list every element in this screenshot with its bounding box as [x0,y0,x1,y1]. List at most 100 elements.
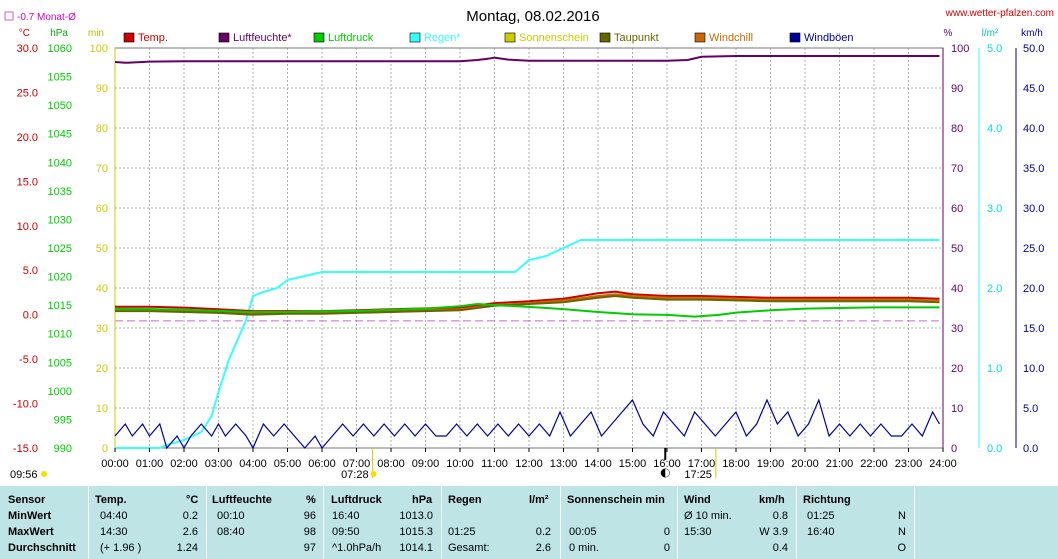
table-cell-temp-time: 04:40 [100,510,128,522]
sunshine-tick: 80 [96,123,108,135]
temp-tick: -10.0 [13,399,38,411]
table-cell-sun-time: 00:05 [569,526,597,538]
legend-swatch [694,32,706,43]
hdr-temp: Temp. [95,494,127,506]
pressure-tick: 1010 [48,329,72,341]
sunshine-tick: 70 [96,163,108,175]
table-cell-wind-val: W 3.9 [759,526,788,538]
sunset-label: 17:25 [684,469,712,481]
x-tick-label: 09:00 [412,458,440,470]
temp-tick: -5.0 [19,354,38,366]
hdr-sensor: Sensor [8,494,46,506]
table-cell-sun-val: 0 [663,542,670,554]
table-cell-press-time: 09:50 [332,526,360,538]
legend-label: Taupunkt [614,32,659,44]
table-cell-hum-val: 97 [303,542,316,554]
temp-tick: 0.0 [23,310,38,322]
wind-tick: 30.0 [1023,203,1044,215]
unit-temp: °C [19,28,30,39]
sunshine-tick: 20 [96,363,108,375]
sunshine-tick: 90 [96,83,108,95]
x-tick-label: 07:00 [343,458,371,470]
temp-tick: 25.0 [17,87,38,99]
source-label: www.wetter-pfalzen.com [945,8,1054,19]
wind-tick: 25.0 [1023,243,1044,255]
x-tick-label: 21:00 [826,458,854,470]
unit-percent: % [944,28,953,39]
x-tick-label: 20:00 [791,458,819,470]
legend-label: Temp. [138,32,168,44]
table-cell-label: Durchschnitt [8,542,76,554]
temp-tick: 10.0 [17,221,38,233]
table-cell-dir-val: N [898,526,906,538]
series-line [114,302,940,318]
temp-tick: 15.0 [17,176,38,188]
table-cell-press-time: 16:40 [332,510,360,522]
x-tick-label: 19:00 [757,458,785,470]
sun-icon [370,471,377,477]
x-tick-label: 05:00 [274,458,302,470]
wind-tick: 0.0 [1023,443,1038,455]
wind-tick: 5.0 [1023,403,1038,415]
sun-icon [41,471,47,477]
x-tick-label: 11:00 [481,458,508,470]
table-cell-wind-val: 0.4 [772,542,788,554]
table-cell-temp-val: 1.24 [176,542,198,554]
axes: 30.0 25.0 20.0 15.0 10.0 5.0 0.0 -5.0 -10.0 -15.0… [13,43,1045,455]
rain-tick: 3.0 [987,203,1002,215]
pressure-tick: 995 [54,414,72,426]
rain-tick: 0.0 [987,443,1002,455]
sunrise-label: 07:28 [341,469,369,481]
x-tick-label: 22:00 [860,458,888,470]
humidity-tick: 50 [951,243,963,255]
pressure-tick: 1000 [48,386,72,398]
table-cell-rain-time: Gesamt: [448,542,490,554]
x-tick-label: 16:00 [653,458,681,470]
table-cell-hum-val: 98 [303,526,316,538]
x-tick-label: 23:00 [895,458,923,470]
temp-tick: 20.0 [17,132,38,144]
hdr-rain-unit: l/m² [529,494,549,506]
hdr-pressure: Luftdruck [331,494,382,506]
wind-tick: 35.0 [1023,163,1044,175]
table-cell-hum-val: 96 [303,510,316,522]
table-cell-rain-time: 01:25 [448,526,476,538]
hdr-direction: Richtung [803,494,851,506]
table-cell-dir-val: O [897,542,906,554]
table-cell-dir-val: N [898,510,906,522]
wind-tick: 40.0 [1023,123,1044,135]
unit-min: min [88,28,104,39]
humidity-tick: 90 [951,83,963,95]
x-tick-label: 13:00 [550,458,578,470]
weather-chart: Montag, 08.02.2016 www.wetter-pfalzen.co… [4,8,1054,481]
table-cell-label: MinWert [8,510,52,522]
table-cell-dir-time: 16:40 [807,526,835,538]
x-axis: 00:00 01:00 02:00 03:00 04:00 05:00 06:00 07:00… [101,448,957,470]
x-tick-label: 14:00 [584,458,612,470]
stats-table: Sensor Temp. °C Luftfeuchte % Luftdruck … [0,486,1058,559]
chart-title: Montag, 08.02.2016 [466,8,599,25]
table-cell-temp-time: (+ 1.96 ) [100,542,142,554]
humidity-tick: 30 [951,323,963,335]
table-cell-wind-val: 0.8 [772,510,788,522]
x-tick-label: 17:00 [688,458,716,470]
table-cell-temp-val: 0.2 [182,510,198,522]
table-cell-press-val: 1014.1 [399,542,433,554]
rain-tick: 2.0 [987,283,1002,295]
pressure-tick: 1015 [48,300,72,312]
temp-tick: 5.0 [23,265,38,277]
pressure-tick: 1060 [48,43,72,55]
humidity-tick: 0 [951,443,957,455]
x-tick-label: 24:00 [929,458,957,470]
legend-label: Sonnenschein [519,32,589,44]
wind-tick: 50.0 [1023,43,1044,55]
legend-label: Luftdruck [328,32,374,44]
sun-markers: 07:28 17:25 09:56 [10,448,717,481]
table-cell-wind-time: Ø 10 min. [684,510,732,522]
wind-tick: 15.0 [1023,323,1044,335]
moon-half [665,469,670,477]
hdr-sunshine: Sonnenschein min [567,494,665,506]
table-cell-label: MaxWert [8,526,54,538]
legend-swatch [789,32,801,43]
table-cell-hum-time: 00:10 [217,510,245,522]
